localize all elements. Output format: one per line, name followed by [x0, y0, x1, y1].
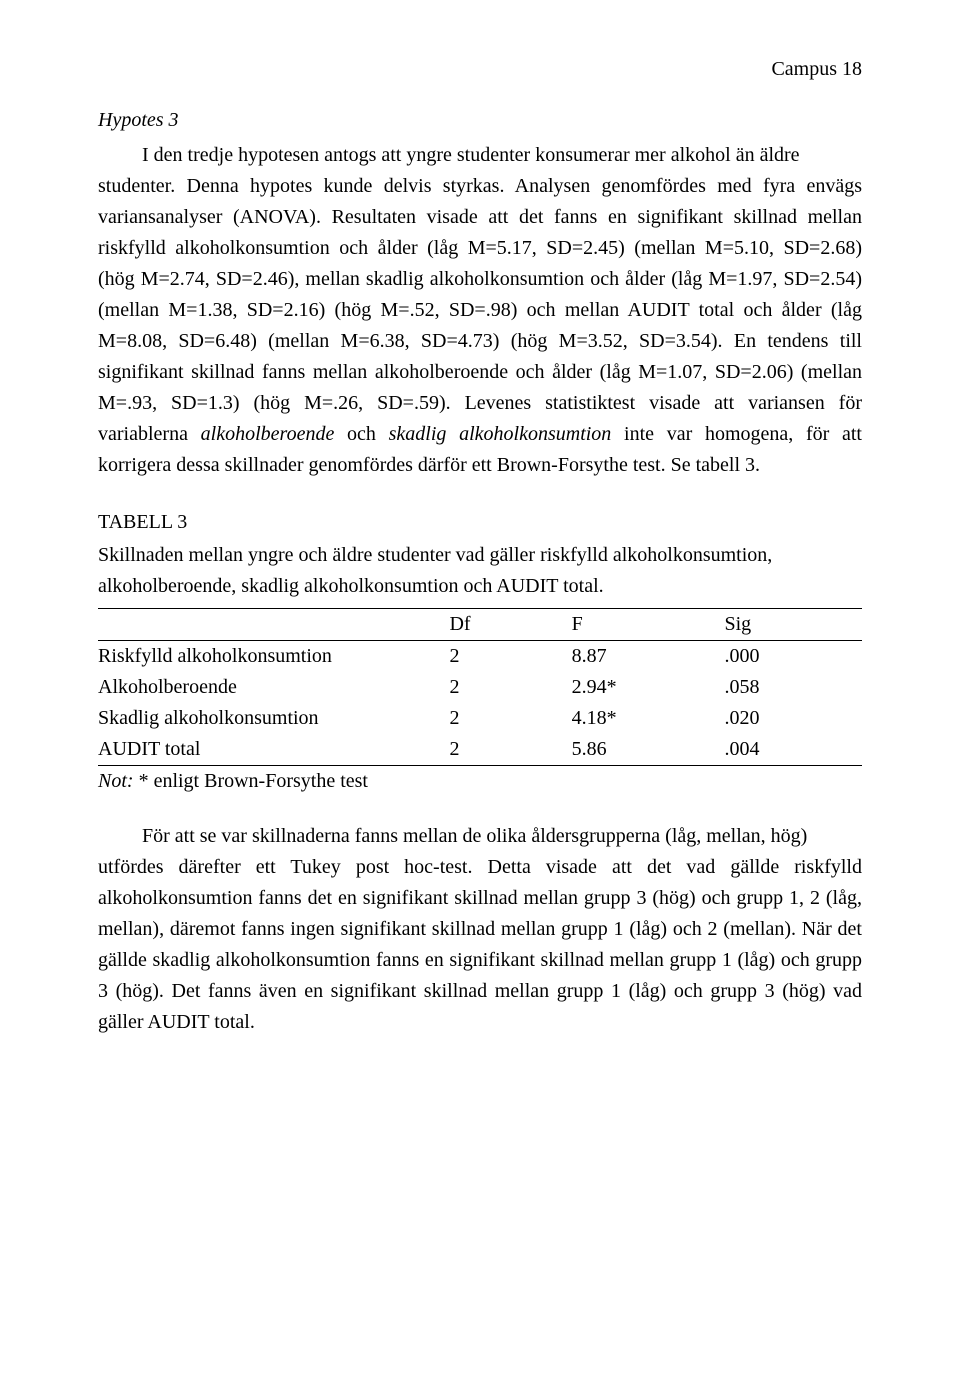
paragraph-2-firstline: För att se var skillnaderna fanns mellan…	[98, 821, 862, 852]
table-row: Skadlig alkoholkonsumtion 2 4.18* .020	[98, 703, 862, 734]
table-note: Not: * enligt Brown-Forsythe test	[98, 770, 862, 793]
table-cell: 2	[449, 734, 571, 766]
table-header-df: Df	[449, 609, 571, 641]
table-header-var	[98, 609, 449, 641]
section-title: Hypotes 3	[98, 109, 862, 132]
table-header-sig: Sig	[724, 609, 862, 641]
table-cell: 5.86	[572, 734, 725, 766]
table-caption: Skillnaden mellan yngre och äldre studen…	[98, 540, 862, 602]
paragraph-1-text-a: studenter. Denna hypotes kunde delvis st…	[98, 175, 862, 445]
table-cell: AUDIT total	[98, 734, 449, 766]
stats-table: Df F Sig Riskfylld alkoholkonsumtion 2 8…	[98, 608, 862, 766]
paragraph-1: I den tredje hypotesen antogs att yngre …	[98, 140, 862, 481]
table-row: Alkoholberoende 2 2.94* .058	[98, 672, 862, 703]
paragraph-2: För att se var skillnaderna fanns mellan…	[98, 821, 862, 1038]
table-header-f: F	[572, 609, 725, 641]
table-note-prefix: Not:	[98, 770, 134, 792]
table-cell: 4.18*	[572, 703, 725, 734]
table-cell: 2	[449, 641, 571, 673]
table-row: AUDIT total 2 5.86 .004	[98, 734, 862, 766]
table-header-row: Df F Sig	[98, 609, 862, 641]
table-title: TABELL 3	[98, 511, 862, 534]
table-row: Riskfylld alkoholkonsumtion 2 8.87 .000	[98, 641, 862, 673]
table-cell: 8.87	[572, 641, 725, 673]
paragraph-1-italic-2: skadlig alkoholkonsumtion	[389, 423, 612, 445]
paragraph-1-italic-1: alkoholberoende	[201, 423, 335, 445]
table-cell: Riskfylld alkoholkonsumtion	[98, 641, 449, 673]
table-cell: .020	[724, 703, 862, 734]
table-cell: 2.94*	[572, 672, 725, 703]
table-cell: Alkoholberoende	[98, 672, 449, 703]
table-cell: 2	[449, 672, 571, 703]
paragraph-2-text: utfördes därefter ett Tukey post hoc-tes…	[98, 856, 862, 1033]
paragraph-1-mid: och	[334, 423, 388, 445]
paragraph-1-firstline: I den tredje hypotesen antogs att yngre …	[98, 140, 862, 171]
table-cell: .000	[724, 641, 862, 673]
page: Campus 18 Hypotes 3 I den tredje hypotes…	[0, 0, 960, 1384]
table-cell: 2	[449, 703, 571, 734]
table-cell: Skadlig alkoholkonsumtion	[98, 703, 449, 734]
running-head: Campus 18	[98, 58, 862, 81]
table-cell: .058	[724, 672, 862, 703]
table-note-text: * enligt Brown-Forsythe test	[134, 770, 368, 792]
table-cell: .004	[724, 734, 862, 766]
